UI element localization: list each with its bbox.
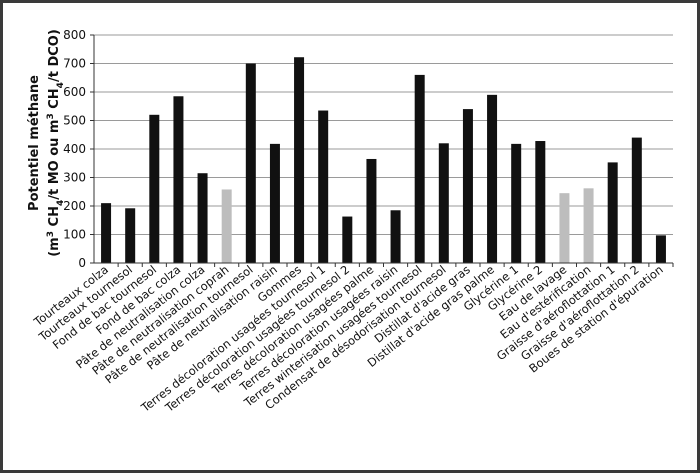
axes bbox=[90, 34, 674, 267]
bar bbox=[607, 162, 618, 263]
bar bbox=[438, 143, 449, 263]
y-axis-label: Potentiel méthane bbox=[27, 75, 42, 211]
bar bbox=[487, 94, 498, 263]
y-tick-label: 100 bbox=[63, 228, 86, 242]
bar bbox=[462, 109, 473, 263]
bar bbox=[583, 188, 594, 263]
bars bbox=[101, 57, 666, 264]
y-tick-label: 600 bbox=[63, 85, 86, 99]
bar bbox=[342, 216, 353, 263]
y-tick-labels: 0 100 200 300 400 500 600 700 800 bbox=[63, 28, 86, 270]
y-tick-label: 800 bbox=[63, 28, 86, 42]
bar bbox=[197, 173, 208, 263]
bar bbox=[414, 74, 425, 264]
gridlines bbox=[94, 34, 673, 235]
bar bbox=[318, 110, 329, 264]
bar bbox=[125, 208, 136, 263]
bar bbox=[294, 57, 305, 264]
bar bbox=[535, 141, 546, 263]
y-tick-label: 700 bbox=[63, 57, 86, 71]
bar bbox=[511, 143, 522, 263]
bar bbox=[149, 114, 160, 263]
y-axis-label-units: (m3 CH4/t MO ou m3 CH4/t DCO) bbox=[46, 29, 66, 257]
bar bbox=[245, 63, 256, 263]
bar bbox=[631, 137, 642, 263]
bar bbox=[173, 96, 184, 264]
bar bbox=[559, 193, 570, 263]
bar bbox=[655, 235, 666, 263]
bar bbox=[269, 143, 280, 263]
y-tick-label: 400 bbox=[63, 142, 86, 156]
bar bbox=[366, 158, 377, 263]
y-tick-label: 500 bbox=[63, 114, 86, 128]
bar bbox=[390, 210, 401, 263]
y-tick-label: 200 bbox=[63, 199, 86, 213]
y-tick-label: 0 bbox=[78, 256, 86, 270]
y-tick-label: 300 bbox=[63, 171, 86, 185]
bar bbox=[221, 189, 232, 263]
bar bbox=[101, 203, 112, 263]
